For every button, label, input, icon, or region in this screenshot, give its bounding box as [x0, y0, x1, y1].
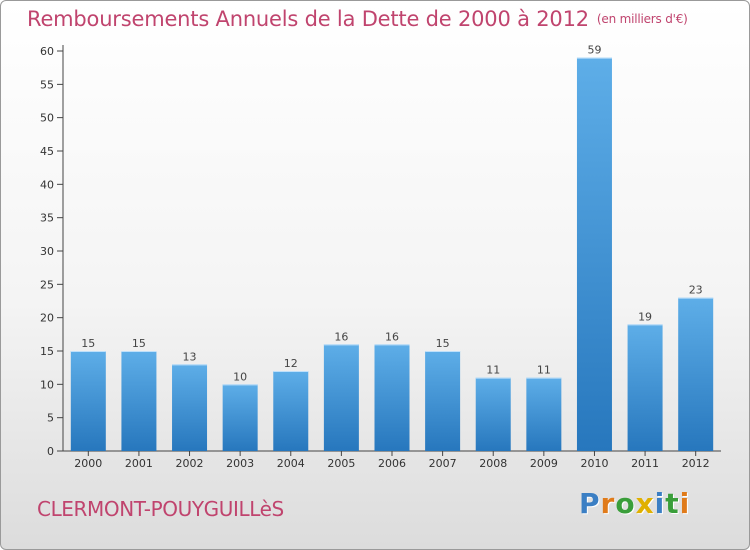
- x-tick-label: 2012: [682, 457, 710, 470]
- logo-letter: t: [665, 487, 680, 520]
- y-tick-label: 30: [40, 245, 54, 258]
- commune-name: CLERMONT-POUYGUILLèS: [37, 497, 284, 521]
- bar-value-label: 12: [284, 357, 298, 370]
- x-tick-label: 2001: [125, 457, 153, 470]
- bar-value-label: 19: [638, 310, 652, 323]
- bar-value-label: 13: [183, 350, 197, 363]
- logo-letter: r: [600, 487, 616, 520]
- bar-value-label: 15: [132, 337, 146, 350]
- bar: [627, 324, 663, 451]
- axes: 0 5 10 15 20 25 30 35 40 45 50 55 60 2000 2001 2002 2003…: [40, 45, 721, 470]
- bar: [475, 377, 511, 451]
- bar-value-label: 59: [587, 44, 601, 57]
- bars: [70, 57, 714, 452]
- bar-value-label: 11: [537, 364, 551, 377]
- bar-value-label: 16: [385, 330, 399, 343]
- y-tick-label: 5: [47, 412, 54, 425]
- logo-letter: i: [679, 487, 691, 520]
- bar: [425, 351, 461, 451]
- bar: [374, 344, 410, 451]
- y-tick-label: 45: [40, 145, 54, 158]
- x-tick-label: 2011: [631, 457, 659, 470]
- y-tick-label: 50: [40, 112, 54, 125]
- x-tick-label: 2000: [74, 457, 102, 470]
- x-tick-label: 2006: [378, 457, 406, 470]
- y-tick-label: 20: [40, 312, 54, 325]
- bar: [526, 377, 562, 451]
- y-tick-label: 15: [40, 345, 54, 358]
- bar: [222, 384, 258, 451]
- y-tick-label: 35: [40, 212, 54, 225]
- logo-letter: o: [615, 487, 636, 520]
- x-tick-label: 2005: [327, 457, 355, 470]
- x-tick-label: 2007: [429, 457, 457, 470]
- bar: [323, 344, 359, 451]
- unit-label: (en milliers d'€): [596, 12, 688, 26]
- bar-value-label: 15: [436, 337, 450, 350]
- y-tick-label: 60: [40, 45, 54, 58]
- x-tick-label: 2008: [479, 457, 507, 470]
- data-labels: 15 15 13 10 12 16 16 15 11 11 59 19 23: [81, 44, 702, 384]
- bar: [678, 297, 714, 451]
- chart-title: Remboursements Annuels de la Dette de 20…: [27, 7, 688, 31]
- bar-value-label: 16: [334, 330, 348, 343]
- y-tick-label: 0: [47, 445, 54, 458]
- logo-letter: x: [635, 487, 655, 520]
- logo-letter: i: [654, 487, 666, 520]
- logo-letter: P: [579, 487, 601, 520]
- y-tick-label: 40: [40, 178, 54, 191]
- proxiti-logo[interactable]: Proxiti: [579, 487, 690, 520]
- x-tick-label: 2003: [226, 457, 254, 470]
- x-tick-label: 2002: [176, 457, 204, 470]
- bar: [121, 351, 157, 451]
- bar: [172, 364, 208, 451]
- y-tick-label: 55: [40, 78, 54, 91]
- y-tick-label: 10: [40, 378, 54, 391]
- bar-value-label: 10: [233, 370, 247, 383]
- bar-value-label: 15: [81, 337, 95, 350]
- x-tick-label: 2004: [277, 457, 305, 470]
- x-tick-label: 2010: [580, 457, 608, 470]
- title-text: Remboursements Annuels de la Dette de 20…: [27, 7, 589, 31]
- bar-value-label: 11: [486, 364, 500, 377]
- bar: [273, 371, 309, 451]
- bar-value-label: 23: [689, 284, 703, 297]
- bar: [70, 351, 106, 451]
- y-tick-label: 25: [40, 278, 54, 291]
- x-tick-label: 2009: [530, 457, 558, 470]
- bar: [576, 57, 612, 452]
